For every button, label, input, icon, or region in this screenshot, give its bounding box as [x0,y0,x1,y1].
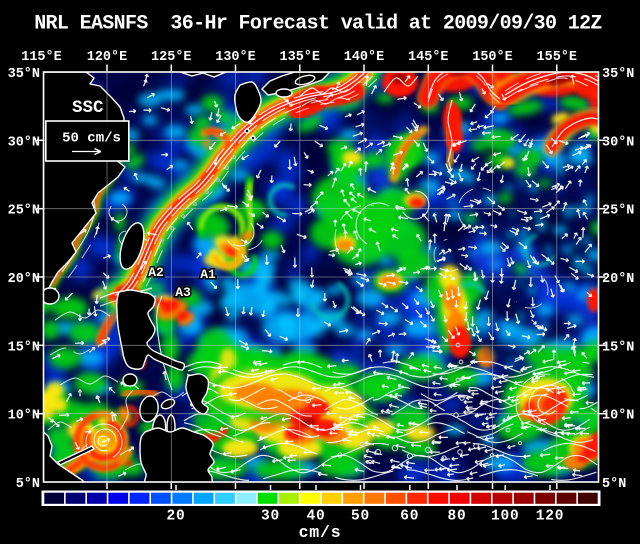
svg-text:20: 20 [166,509,185,525]
svg-text:120: 120 [536,509,565,525]
svg-text:5°N: 5°N [16,477,40,492]
svg-text:135°E: 135°E [280,50,321,65]
svg-text:20°N: 20°N [602,272,634,287]
svg-text:SSC: SSC [72,98,104,118]
svg-text:A3: A3 [175,285,191,300]
svg-text:NRL EASNFS 36-Hr Forecast val: NRL EASNFS 36-Hr Forecast valid at 2009/… [34,13,602,36]
svg-text:A1: A1 [200,267,216,282]
svg-text:5°N: 5°N [602,477,626,492]
svg-text:15°N: 15°N [8,340,40,355]
svg-text:115°E: 115°E [21,50,62,65]
svg-text:155°E: 155°E [537,50,578,65]
svg-text:A2: A2 [148,265,164,280]
svg-text:120°E: 120°E [87,50,128,65]
svg-text:30°N: 30°N [8,135,40,150]
svg-text:25°N: 25°N [8,204,40,219]
svg-text:50 cm/s: 50 cm/s [62,131,121,147]
svg-text:35°N: 35°N [602,67,634,82]
svg-text:10°N: 10°N [8,409,40,424]
svg-text:60: 60 [400,509,419,525]
svg-text:130°E: 130°E [215,50,256,65]
svg-text:145°E: 145°E [408,50,449,65]
svg-text:cm/s: cm/s [299,523,342,542]
svg-text:25°N: 25°N [602,204,634,219]
svg-text:80: 80 [447,509,466,525]
svg-text:40: 40 [306,509,325,525]
svg-text:20°N: 20°N [8,272,40,287]
svg-text:10°N: 10°N [602,409,634,424]
svg-text:30°N: 30°N [602,135,634,150]
svg-text:125°E: 125°E [151,50,192,65]
svg-text:100: 100 [491,509,520,525]
svg-text:30: 30 [261,509,280,525]
svg-text:150°E: 150°E [472,50,513,65]
svg-text:15°N: 15°N [602,340,634,355]
svg-text:35°N: 35°N [8,67,40,82]
svg-text:140°E: 140°E [344,50,385,65]
svg-text:50: 50 [351,509,370,525]
